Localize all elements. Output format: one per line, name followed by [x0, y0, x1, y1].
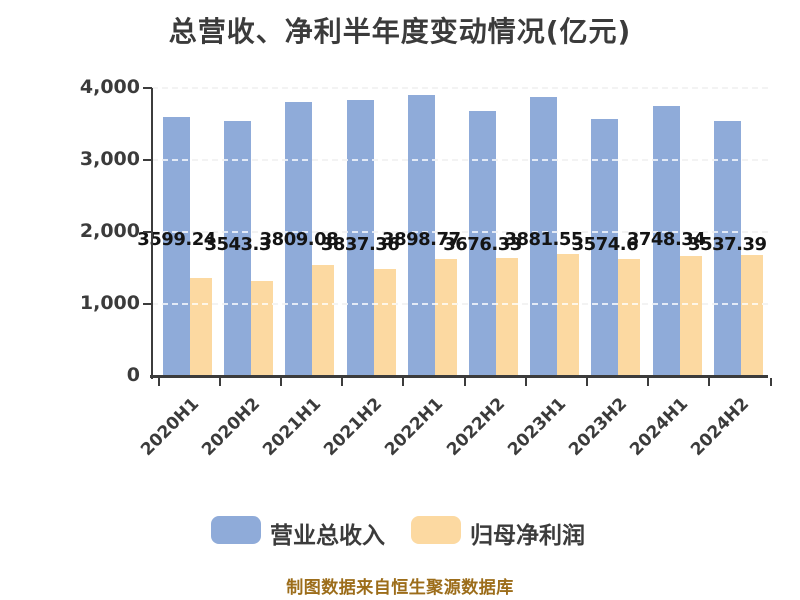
- y-axis-label: 0: [126, 364, 140, 386]
- value-label-2024H1: 3748.34: [626, 229, 706, 250]
- y-axis-label: 4,000: [79, 76, 140, 98]
- x-axis-tick: [647, 378, 650, 386]
- x-axis-tick: [585, 378, 588, 386]
- profit-bar-2021H1: [312, 264, 335, 376]
- value-label-2023H2: 3574.6: [571, 234, 639, 255]
- profit-bar-2023H1: [557, 253, 580, 376]
- profit-bar-2021H2: [373, 268, 396, 376]
- value-label-2024H2: 3537.39: [688, 234, 767, 255]
- value-label-2023H1: 3881.55: [504, 229, 583, 250]
- revenue-bar-2024H2: [713, 121, 741, 376]
- revenue-bar-2021H1: [285, 101, 313, 376]
- revenue-bar-2022H2: [469, 111, 496, 376]
- y-axis-label: 1,000: [79, 292, 140, 314]
- x-axis-tick: [157, 378, 160, 386]
- x-axis-tick: [708, 378, 711, 386]
- y-axis-line: [150, 88, 153, 379]
- chart-title: 总营收、净利半年度变动情况(亿元): [168, 15, 632, 48]
- x-axis-tick: [769, 378, 772, 386]
- gridline-over-bars: [152, 159, 768, 161]
- profit-bar-2022H1: [434, 258, 457, 376]
- y-axis-tick: [143, 303, 152, 305]
- profit-bar-2023H2: [618, 258, 641, 376]
- x-axis-tick: [341, 378, 344, 386]
- x-axis-line: [150, 375, 768, 378]
- x-axis-tick: [402, 378, 405, 386]
- legend: 营业总收入 归母净利润: [0, 514, 800, 549]
- x-axis-tick: [279, 378, 282, 386]
- revenue-bar-2023H2: [591, 118, 619, 376]
- revenue-bar-2023H1: [530, 96, 558, 376]
- y-axis-tick: [143, 87, 152, 89]
- value-label-2020H2: 3543.3: [204, 234, 271, 255]
- legend-item-profit: 归母净利润: [411, 514, 601, 549]
- profit-bar-2020H1: [190, 277, 212, 376]
- legend-label-revenue: 营业总收入: [270, 523, 385, 549]
- value-label-2021H1: 3809.08: [259, 229, 339, 250]
- profit-bar-2024H2: [740, 254, 763, 376]
- revenue-bar-2024H1: [652, 106, 680, 376]
- gridline-over-bars: [152, 231, 768, 233]
- profit-bar-2020H2: [251, 280, 274, 376]
- gridline-over-bars: [152, 87, 768, 89]
- data-source-credit: 制图数据来自恒生聚源数据库: [286, 578, 514, 598]
- value-label-2022H1: 3898.77: [382, 229, 461, 250]
- legend-swatch-profit: [411, 516, 461, 544]
- x-axis-tick: [524, 378, 527, 386]
- y-axis-label: 2,000: [79, 220, 140, 242]
- x-axis-tick: [463, 378, 466, 386]
- legend-swatch-revenue: [211, 516, 261, 544]
- value-label-2021H2: 3837.36: [320, 234, 400, 255]
- profit-bar-2022H2: [496, 257, 518, 376]
- revenue-bar-2020H2: [224, 120, 252, 376]
- legend-item-revenue: 营业总收入: [211, 514, 401, 549]
- value-label-2022H2: 3676.33: [443, 234, 522, 255]
- x-axis-tick: [218, 378, 221, 386]
- revenue-bar-2021H2: [346, 99, 374, 376]
- y-axis-tick: [143, 159, 152, 161]
- y-axis-tick: [143, 231, 152, 233]
- gridline-over-bars: [152, 303, 768, 305]
- legend-label-profit: 归母净利润: [470, 523, 585, 549]
- y-axis-label: 3,000: [79, 148, 140, 170]
- profit-bar-2024H1: [679, 255, 702, 376]
- value-label-2020H1: 3599.24: [137, 229, 216, 250]
- revenue-bar-2022H1: [407, 95, 435, 376]
